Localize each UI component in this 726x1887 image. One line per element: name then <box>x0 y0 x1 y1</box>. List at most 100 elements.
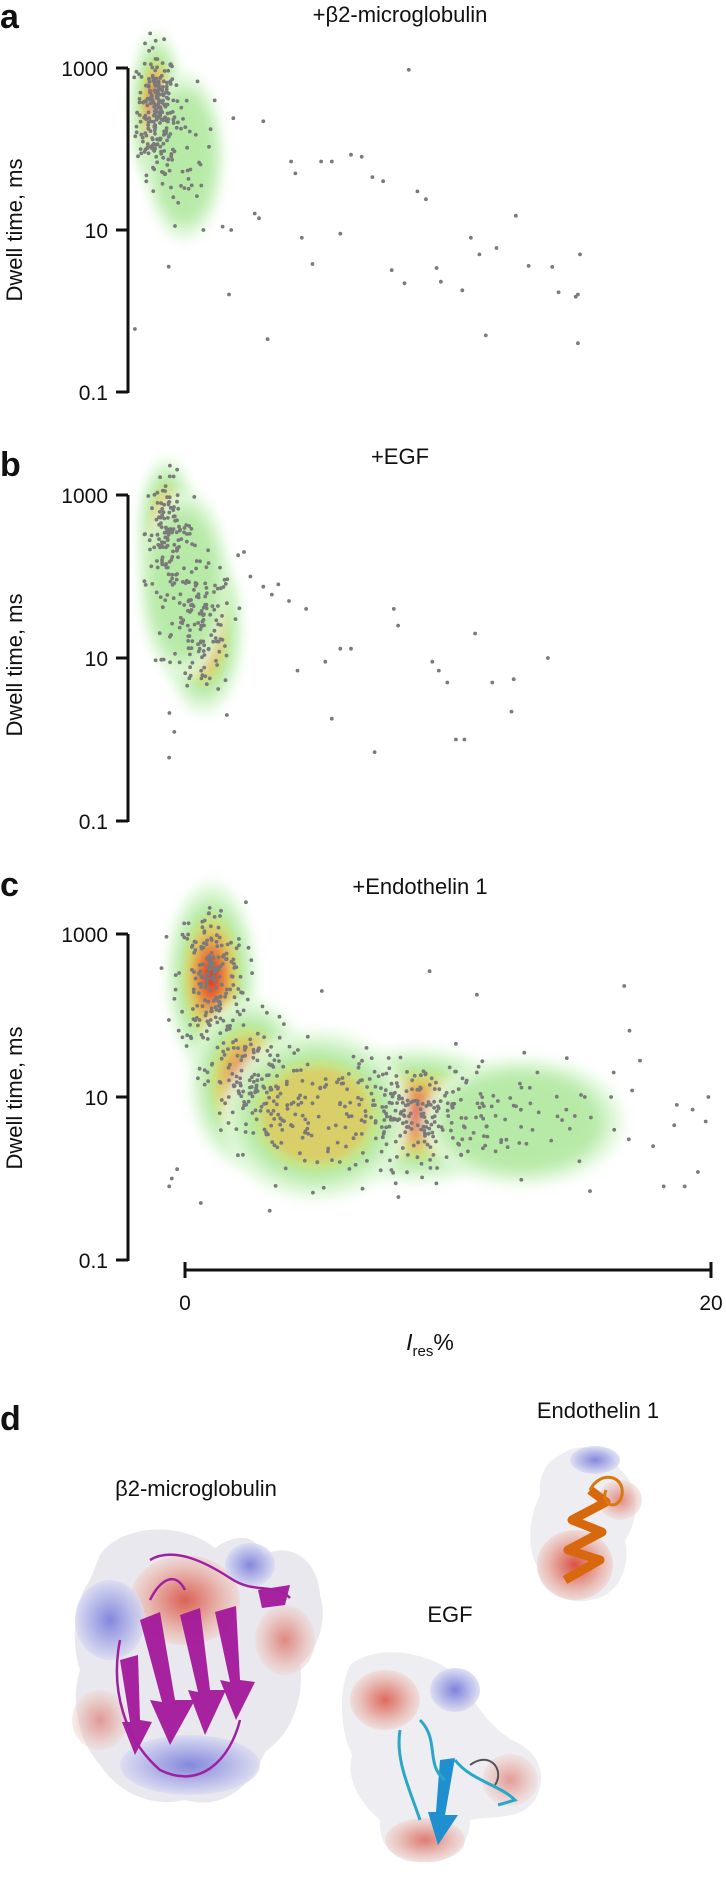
data-point <box>227 1078 231 1083</box>
data-point <box>555 1114 560 1119</box>
data-point <box>690 1107 695 1112</box>
data-point <box>406 1153 410 1157</box>
data-point <box>380 1105 385 1109</box>
data-point <box>173 518 178 523</box>
data-point <box>289 159 293 164</box>
data-point <box>381 179 385 184</box>
data-point <box>505 1145 510 1149</box>
data-point <box>211 998 216 1003</box>
data-point <box>254 1086 259 1090</box>
data-point <box>299 1068 303 1072</box>
panel-b-points <box>142 463 550 760</box>
data-point <box>222 577 227 582</box>
data-point <box>168 463 172 468</box>
data-point <box>280 1128 285 1132</box>
data-point <box>171 596 176 601</box>
data-point <box>187 531 192 536</box>
data-point <box>251 1131 256 1135</box>
data-point <box>434 266 439 270</box>
data-point <box>169 633 173 637</box>
data-point <box>356 1080 361 1085</box>
data-point <box>171 98 176 103</box>
data-point <box>206 1079 211 1084</box>
data-point <box>415 1087 420 1092</box>
data-point <box>177 660 182 665</box>
data-point <box>184 539 189 544</box>
data-point <box>239 1094 244 1099</box>
data-point <box>146 123 151 127</box>
data-point <box>232 966 237 970</box>
data-point <box>242 1044 247 1049</box>
data-point <box>428 1103 433 1107</box>
data-point <box>199 624 204 629</box>
data-point <box>434 1181 439 1186</box>
data-point <box>216 925 221 930</box>
data-point <box>405 1170 409 1175</box>
data-point <box>416 1140 420 1145</box>
data-point <box>158 121 162 125</box>
data-point <box>220 962 225 966</box>
data-point <box>411 1099 416 1103</box>
data-point <box>165 163 170 167</box>
data-point <box>157 537 161 541</box>
data-point <box>247 1078 252 1083</box>
data-point <box>429 1122 434 1127</box>
data-point <box>326 1146 331 1151</box>
data-point <box>193 543 197 548</box>
data-point <box>231 1046 236 1050</box>
data-point <box>161 85 165 89</box>
data-point <box>519 1125 523 1129</box>
data-point <box>164 934 169 939</box>
data-point <box>211 966 216 971</box>
data-point <box>167 1018 171 1022</box>
data-point <box>419 1161 424 1166</box>
data-point <box>173 987 178 992</box>
data-point <box>135 110 140 115</box>
data-point <box>167 495 172 500</box>
data-point <box>190 967 194 972</box>
panel-a-ylabel: Dwell time, ms <box>2 158 27 301</box>
data-point <box>380 1135 385 1140</box>
data-point <box>182 935 187 940</box>
data-point <box>303 1095 308 1100</box>
data-point <box>394 1081 399 1085</box>
x-tick-label: 20 <box>699 1292 722 1315</box>
data-point <box>282 1022 286 1026</box>
data-point <box>411 1143 416 1148</box>
label-b2m: β2-microglobulin <box>115 1476 277 1501</box>
data-point <box>155 565 160 570</box>
data-point <box>430 1130 435 1135</box>
data-point <box>218 914 222 918</box>
data-point <box>221 585 226 589</box>
data-point <box>513 213 518 218</box>
data-point <box>148 89 153 94</box>
data-point <box>147 538 152 543</box>
data-point <box>185 1033 190 1038</box>
data-point <box>152 76 157 81</box>
data-point <box>385 1114 389 1119</box>
data-point <box>142 532 147 537</box>
panel-c-yticks: 1000 10 0.1 <box>61 924 128 1273</box>
data-point <box>451 1136 455 1140</box>
data-point <box>143 147 148 152</box>
data-point <box>393 1181 398 1186</box>
data-point <box>152 102 157 106</box>
data-point <box>444 1090 449 1095</box>
data-point <box>266 1109 270 1113</box>
data-point <box>462 737 467 742</box>
data-point <box>197 971 201 976</box>
data-point <box>209 951 214 955</box>
data-point <box>231 1018 235 1023</box>
data-point <box>425 1142 430 1147</box>
data-point <box>185 532 189 536</box>
panel-c-ylabel: Dwell time, ms <box>2 1026 27 1169</box>
data-point <box>154 107 159 112</box>
data-point <box>144 117 149 121</box>
data-point <box>270 1140 275 1144</box>
data-point <box>400 1146 405 1150</box>
data-point <box>229 940 233 945</box>
data-point <box>159 525 164 529</box>
data-point <box>474 1070 479 1075</box>
data-point <box>162 530 167 535</box>
data-point <box>219 623 223 627</box>
